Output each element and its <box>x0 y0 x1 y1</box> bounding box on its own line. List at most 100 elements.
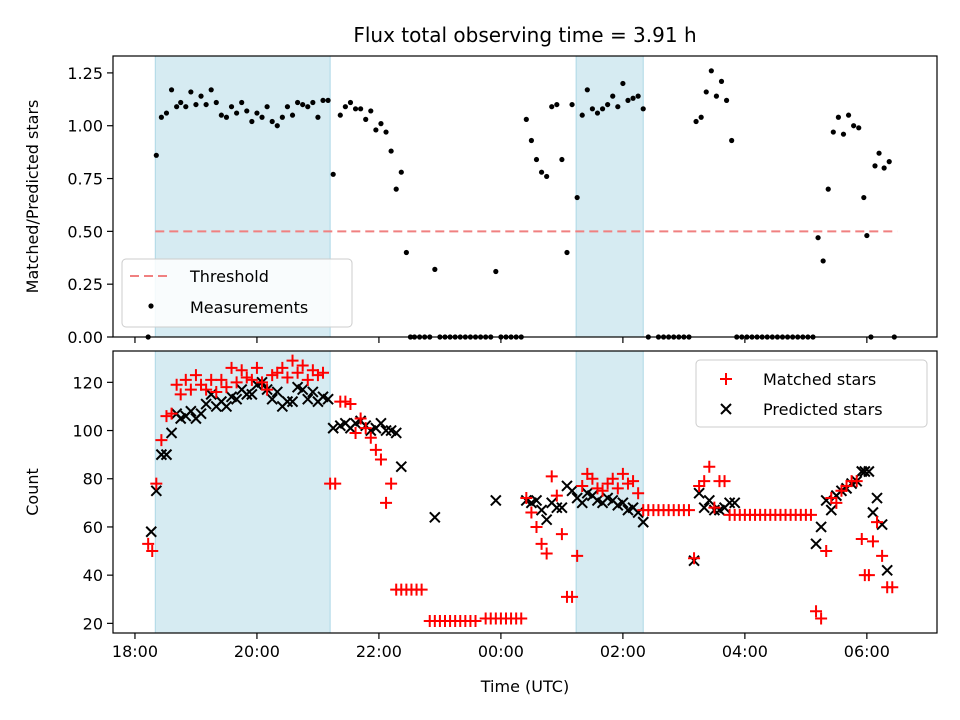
measurement-point <box>564 249 570 256</box>
measurement-point <box>432 266 438 272</box>
bottom-panel-y-tick-label: 60 <box>83 518 103 537</box>
measurement-point <box>574 194 580 201</box>
matched-point <box>591 482 604 495</box>
matched-point <box>245 373 258 386</box>
matched-point <box>850 475 863 488</box>
predicted-point <box>881 564 893 577</box>
predicted-point <box>271 386 283 398</box>
measurement-point <box>872 163 878 169</box>
measurement-point <box>713 93 720 99</box>
matched-point <box>215 373 228 386</box>
matched-point <box>855 533 868 545</box>
matched-point <box>632 487 645 500</box>
predicted-point <box>195 407 207 420</box>
matched-point <box>862 569 875 582</box>
predicted-point <box>165 427 178 439</box>
predicted-point <box>375 417 387 430</box>
predicted-point <box>540 514 553 526</box>
predicted-point <box>246 388 258 401</box>
measurement-point <box>856 125 862 131</box>
predicted-point <box>693 487 705 499</box>
x-axis-label: Time (UTC) <box>480 677 569 696</box>
legend-matched-swatch <box>720 373 732 385</box>
matched-point <box>256 376 269 389</box>
measurement-point <box>249 118 255 125</box>
measurement-point <box>820 258 826 264</box>
measurement-point <box>625 97 631 103</box>
predicted-point <box>302 393 314 405</box>
measurement-point <box>383 129 389 135</box>
measurement-point <box>703 89 709 95</box>
legend-box <box>121 258 353 328</box>
measurement-point <box>403 249 409 256</box>
measurement-point <box>599 106 606 112</box>
matched-point <box>205 373 218 386</box>
matched-point <box>627 475 640 488</box>
matched-point <box>555 528 568 541</box>
measurement-point <box>589 106 595 112</box>
predicted-point <box>698 501 710 514</box>
measurement-point <box>228 104 235 110</box>
predicted-point <box>617 497 629 509</box>
top-panel-y-tick-label: 1.25 <box>67 64 103 83</box>
measurement-point <box>203 101 209 108</box>
top-panel-y-tick-label: 0.25 <box>67 275 103 294</box>
measurement-point <box>851 123 857 129</box>
top-panel-frame <box>112 55 938 338</box>
measurement-point <box>876 150 882 156</box>
x-tick-label: 22:00 <box>356 642 402 661</box>
top-panel-y-tick-label: 0.75 <box>67 170 103 189</box>
matched-point <box>530 520 543 533</box>
measurement-point <box>183 104 189 110</box>
measurement-point <box>640 106 646 112</box>
measurement-point <box>579 112 585 118</box>
matched-point <box>545 470 558 483</box>
matched-point <box>261 383 274 396</box>
predicted-point <box>160 448 173 461</box>
matched-point <box>515 612 528 625</box>
matched-point <box>296 359 309 372</box>
bottom-panel-frame <box>112 350 938 634</box>
predicted-point <box>322 393 334 405</box>
measurement-point <box>698 114 704 120</box>
measurement-point <box>610 93 616 99</box>
measurement-point <box>830 129 836 135</box>
predicted-point <box>723 497 736 509</box>
measurement-point <box>693 118 699 125</box>
matched-point <box>301 373 314 386</box>
measurement-point <box>635 93 641 99</box>
measurement-point <box>342 104 348 110</box>
predicted-point <box>810 538 822 550</box>
measurement-point <box>234 110 240 116</box>
predicted-point <box>281 395 294 408</box>
matched-point <box>160 410 173 423</box>
matched-point <box>364 431 377 444</box>
measurement-point <box>620 80 626 87</box>
matched-point <box>374 453 387 466</box>
matched-point <box>886 581 899 594</box>
measurement-point <box>584 87 590 93</box>
matched-point <box>311 369 324 382</box>
measurement-point <box>284 104 291 110</box>
predicted-point <box>703 494 716 507</box>
legend-box <box>695 359 928 428</box>
measurement-point <box>864 232 870 239</box>
matched-point <box>150 477 163 490</box>
matched-point <box>871 516 884 529</box>
measurement-point <box>398 169 404 175</box>
matched-point <box>576 479 589 492</box>
measurement-point <box>300 101 306 108</box>
predicted-point <box>429 511 441 524</box>
measurement-point <box>153 152 159 158</box>
bottom-panel-y-tick-label: 100 <box>72 422 103 441</box>
matched-point <box>820 545 833 558</box>
predicted-point <box>380 424 392 437</box>
predicted-point <box>230 393 243 405</box>
measurement-point <box>538 169 545 175</box>
predicted-point <box>220 400 233 413</box>
measurement-point <box>325 97 331 103</box>
legend-predicted-swatch <box>720 403 732 415</box>
measurement-point <box>213 99 219 106</box>
measurement-point <box>330 171 336 177</box>
